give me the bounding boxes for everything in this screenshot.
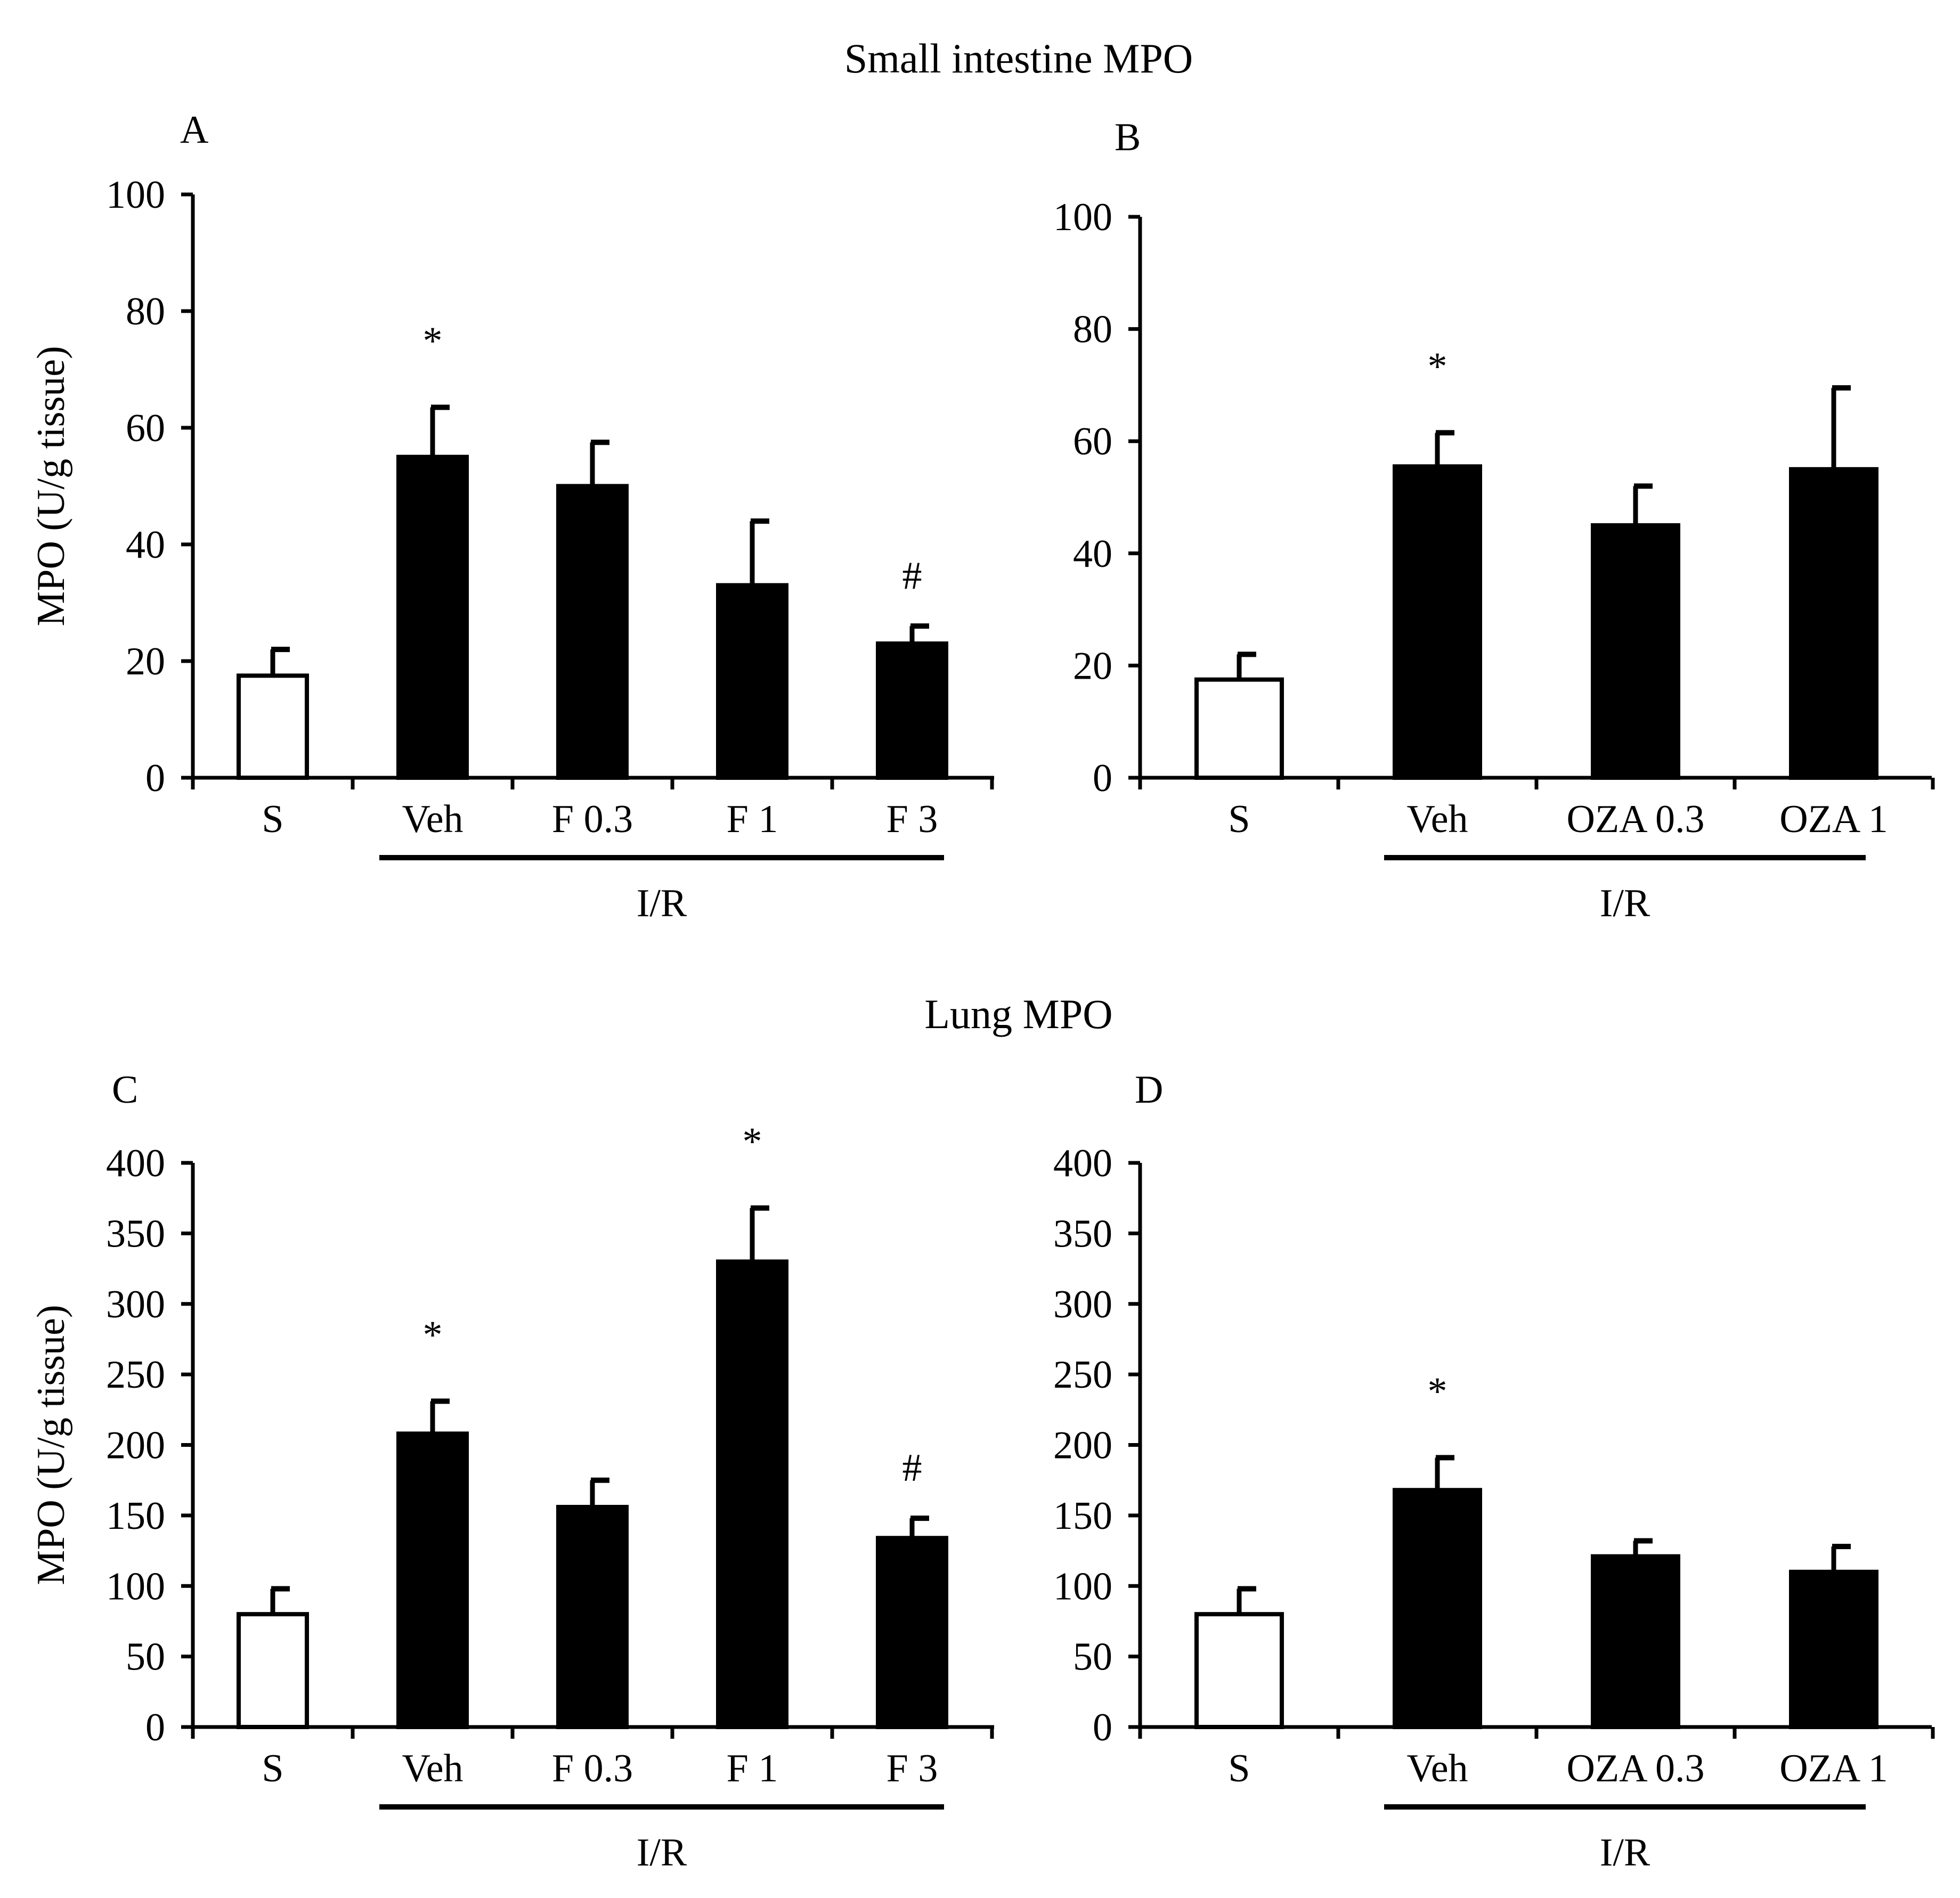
category-label: S <box>262 797 283 841</box>
y-tick-label: 100 <box>1053 1565 1112 1608</box>
chart-panel-b: B 0 20 40 60 80 100 S Veh * OZA 0.3 OZA 1 I/R <box>1053 116 1935 925</box>
y-axis-title: MPO (U/g tissue) <box>29 346 73 626</box>
significance-mark: * <box>743 1120 762 1164</box>
bar-veh <box>1393 464 1482 780</box>
significance-mark: * <box>1428 1370 1447 1413</box>
y-tick-label: 150 <box>1053 1494 1112 1538</box>
bar-veh <box>396 454 469 780</box>
y-tick-label: 350 <box>106 1212 165 1256</box>
y-tick-label: 40 <box>126 523 165 567</box>
category-label: F 3 <box>887 797 938 841</box>
category-label: F 1 <box>727 1747 778 1790</box>
panel-letter-c: C <box>112 1068 138 1112</box>
y-tick-label: 20 <box>126 640 165 683</box>
category-label: Veh <box>402 797 463 841</box>
significance-mark: # <box>902 554 922 598</box>
y-tick-label: 400 <box>106 1142 165 1185</box>
y-tick-label: 0 <box>145 756 165 800</box>
bar-f-3 <box>876 1536 948 1730</box>
y-tick-label: 80 <box>126 290 165 333</box>
group-label: I/R <box>1600 882 1650 925</box>
y-tick-label: 300 <box>106 1283 165 1326</box>
y-tick-label: 80 <box>1073 308 1112 352</box>
y-tick-label: 50 <box>126 1635 165 1679</box>
y-tick-label: 60 <box>1073 420 1112 463</box>
category-label: F 1 <box>727 797 778 841</box>
bar-s <box>237 1612 309 1729</box>
category-label: OZA 1 <box>1779 1747 1888 1790</box>
group-label: I/R <box>1600 1831 1650 1875</box>
category-label: OZA 0.3 <box>1567 797 1705 841</box>
section-title-small-intestine: Small intestine MPO <box>844 35 1193 82</box>
panel-letter-d: D <box>1135 1068 1163 1112</box>
y-tick-label: 200 <box>1053 1424 1112 1468</box>
category-label: Veh <box>1406 797 1468 841</box>
category-label: OZA 1 <box>1779 797 1888 841</box>
y-tick-label: 100 <box>1053 195 1112 239</box>
category-label: S <box>262 1747 283 1790</box>
bar-veh <box>396 1431 469 1730</box>
group-label: I/R <box>637 882 687 925</box>
y-tick-label: 40 <box>1073 532 1112 576</box>
panel-letter-b: B <box>1115 116 1141 159</box>
significance-mark: * <box>423 1313 443 1357</box>
significance-mark: * <box>1428 345 1447 388</box>
bar-f-1 <box>716 583 788 780</box>
y-tick-label: 150 <box>106 1494 165 1538</box>
chart-panel-a: A 0 20 40 60 80 100 S Veh * F 0.3 F 1 F 3 # I/R MPO (U… <box>29 108 994 925</box>
bar-oza-1 <box>1789 1569 1878 1729</box>
category-label: F 0.3 <box>552 1747 633 1790</box>
bar-oza-1 <box>1789 467 1878 780</box>
y-tick-label: 250 <box>1053 1353 1112 1397</box>
bar-f-0-3 <box>556 1504 629 1729</box>
y-tick-label: 400 <box>1053 1142 1112 1185</box>
category-label: F 3 <box>887 1747 938 1790</box>
bar-s <box>1194 1612 1284 1729</box>
bar-oza-0-3 <box>1591 1554 1680 1730</box>
y-tick-label: 0 <box>1093 756 1112 800</box>
category-label: Veh <box>402 1747 463 1790</box>
y-tick-label: 200 <box>106 1424 165 1468</box>
y-tick-label: 60 <box>126 406 165 450</box>
y-axis-title: MPO (U/g tissue) <box>29 1305 73 1585</box>
y-tick-label: 350 <box>1053 1212 1112 1256</box>
chart-panel-d: D 0 50 100 150 200 250 300 350 400 S Veh * OZA 0.3 OZ… <box>1053 1068 1935 1875</box>
y-tick-label: 250 <box>106 1353 165 1397</box>
bar-f-0-3 <box>556 484 629 780</box>
bar-oza-0-3 <box>1591 523 1680 780</box>
chart-panel-c: C 0 50 100 150 200 250 300 350 400 S Veh * F 0.3 F 1 *… <box>29 1068 994 1875</box>
y-tick-label: 100 <box>106 173 165 217</box>
section-title-lung: Lung MPO <box>924 991 1112 1037</box>
category-label: Veh <box>1406 1747 1468 1790</box>
bar-veh <box>1393 1488 1482 1729</box>
panel-letter-a: A <box>180 108 208 152</box>
category-label: F 0.3 <box>552 797 633 841</box>
category-label: S <box>1228 1747 1250 1790</box>
category-label: S <box>1228 797 1250 841</box>
y-tick-label: 20 <box>1073 644 1112 688</box>
category-label: OZA 0.3 <box>1567 1747 1705 1790</box>
bar-s <box>237 673 309 780</box>
significance-mark: # <box>902 1446 922 1490</box>
bar-f-1 <box>716 1259 788 1729</box>
y-tick-label: 300 <box>1053 1283 1112 1326</box>
y-tick-label: 100 <box>106 1565 165 1608</box>
y-tick-label: 0 <box>145 1706 165 1749</box>
group-label: I/R <box>637 1831 687 1875</box>
significance-mark: * <box>423 320 443 363</box>
y-tick-label: 0 <box>1093 1706 1112 1749</box>
y-tick-label: 50 <box>1073 1635 1112 1679</box>
bar-s <box>1194 677 1284 780</box>
bar-f-3 <box>876 641 948 780</box>
